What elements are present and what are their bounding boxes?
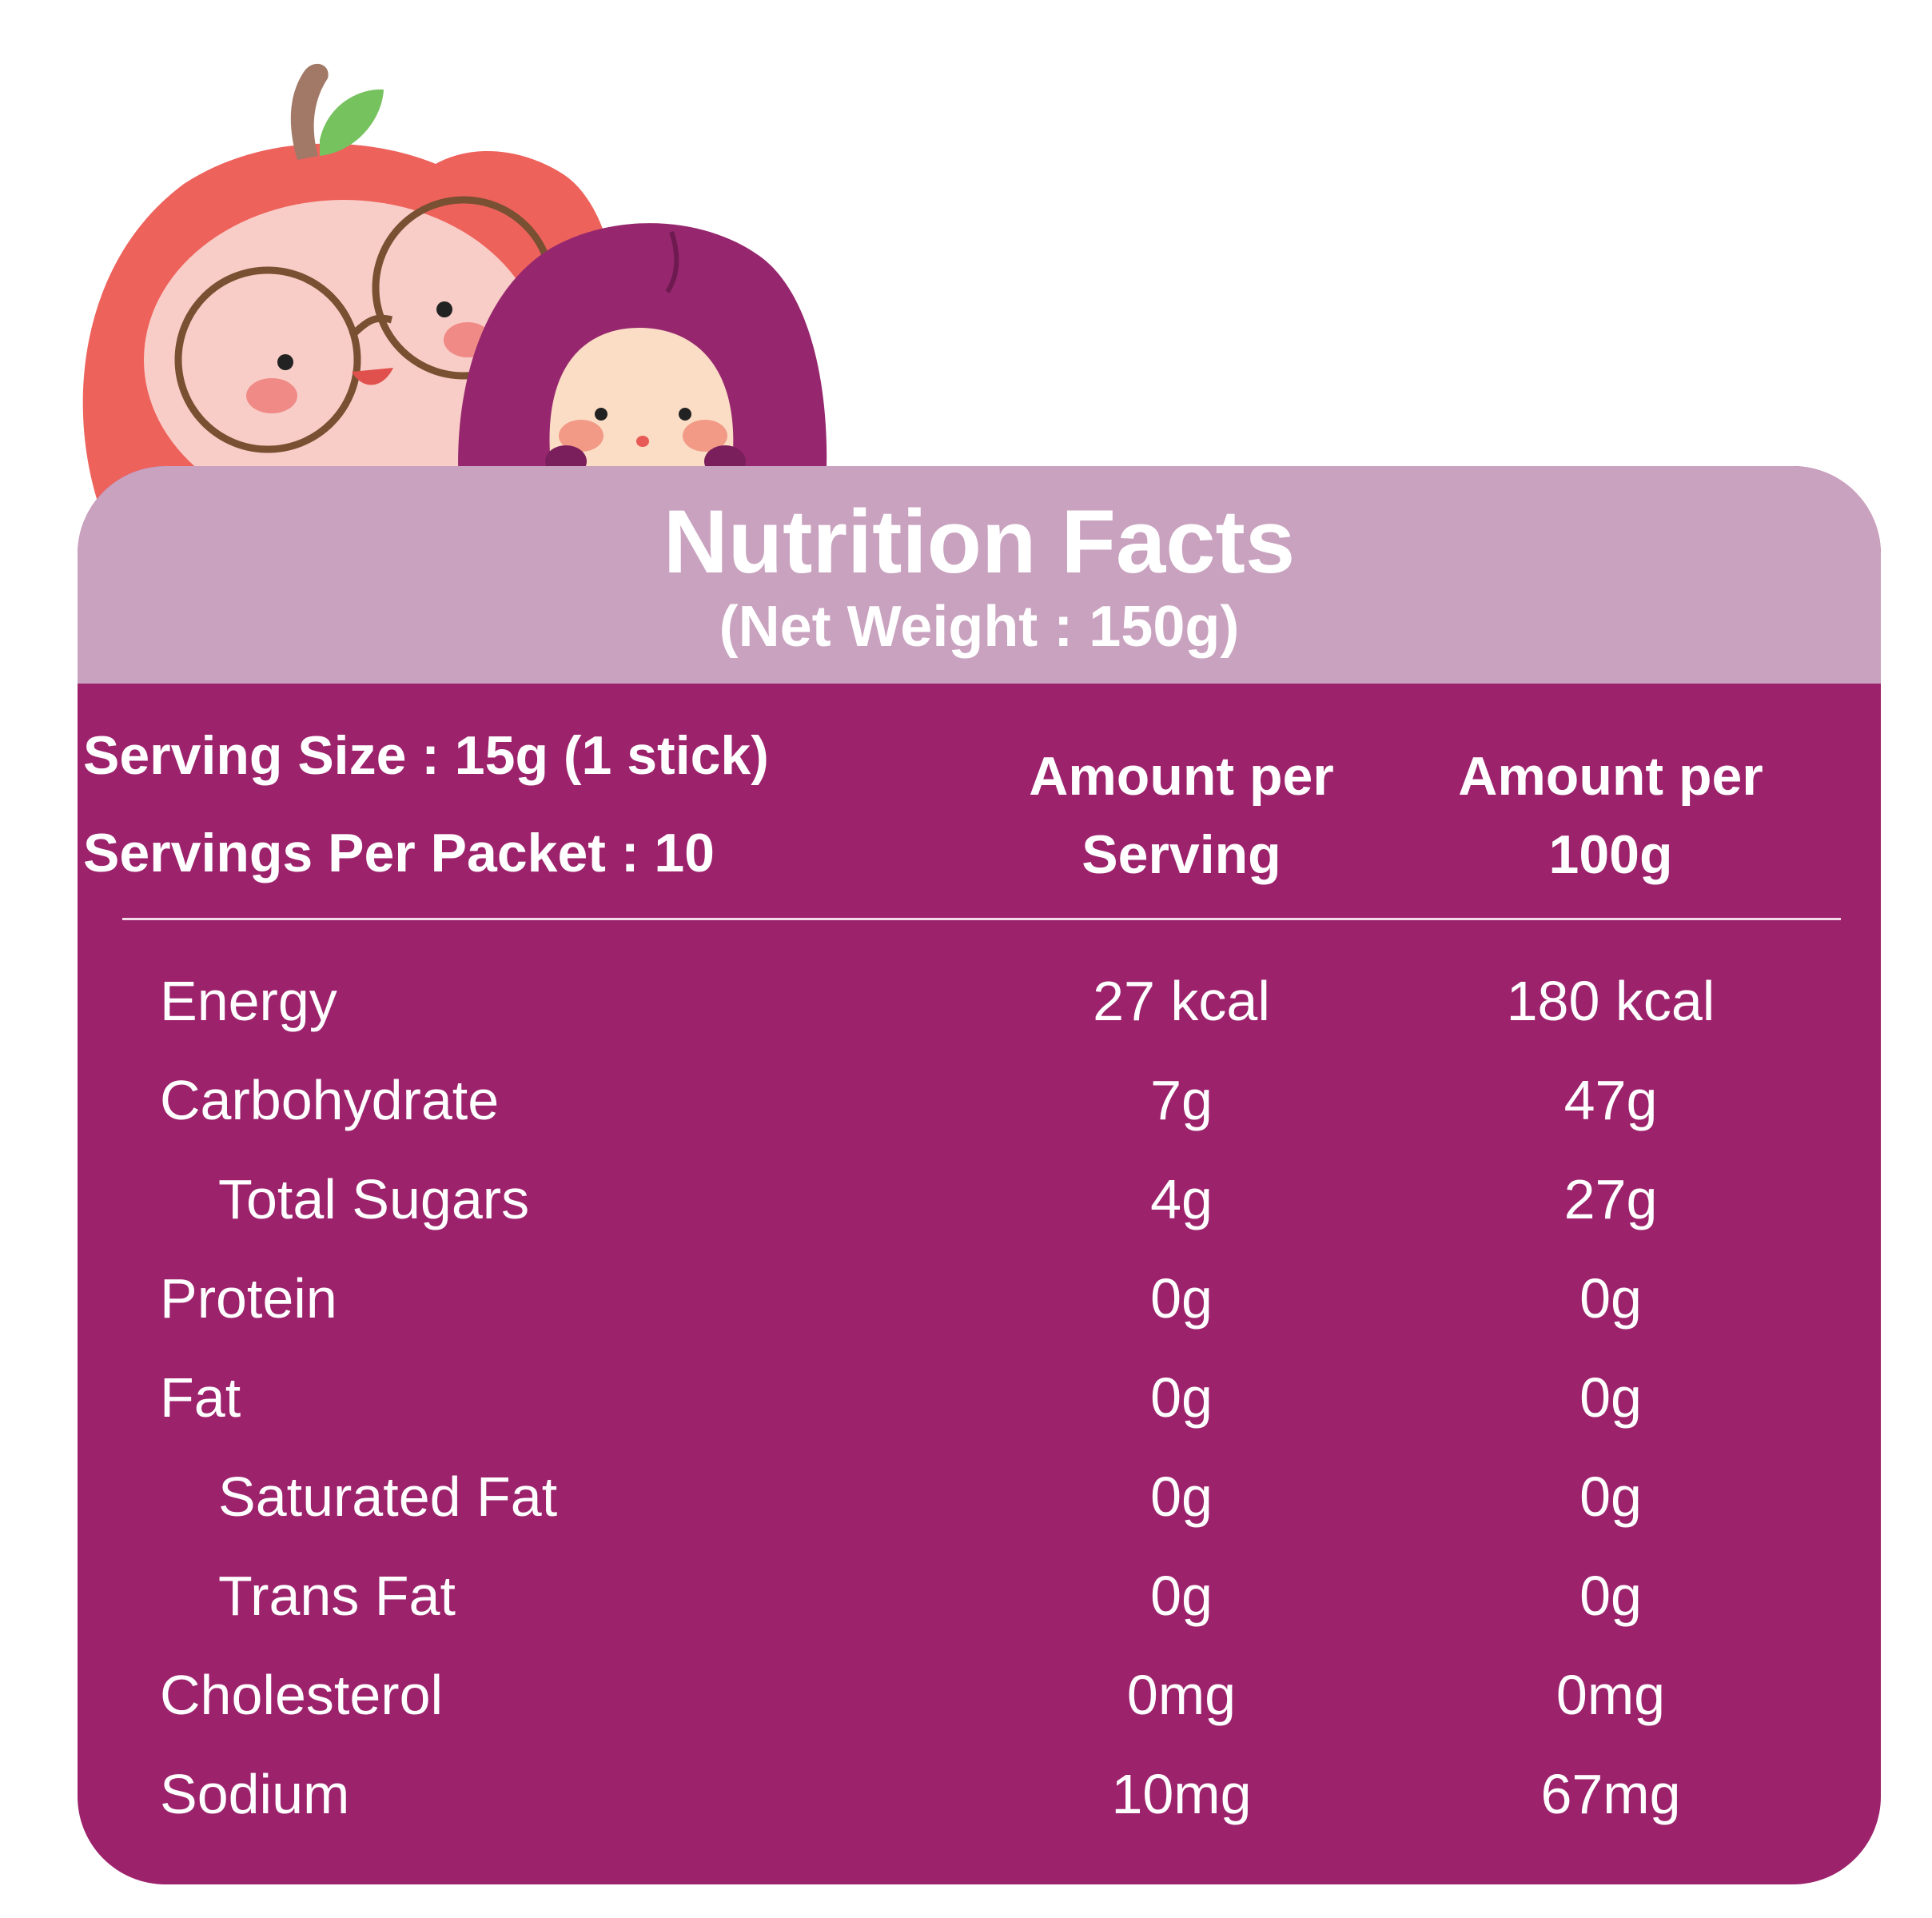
per-100g-value: 67mg xyxy=(1540,1763,1681,1825)
table-row: Fat 0g 0g xyxy=(0,1348,1932,1447)
nutrient-name: Total Sugars xyxy=(218,1168,530,1230)
table-row: Total Sugars 4g 27g xyxy=(0,1150,1932,1249)
header-divider xyxy=(122,918,1841,920)
servings-per-packet: Servings Per Packet : 10 xyxy=(83,823,715,883)
per-100g-value: 47g xyxy=(1564,1069,1658,1131)
table-row: Trans Fat 0g 0g xyxy=(0,1546,1932,1645)
plum-mascot-icon xyxy=(458,223,827,520)
per-serving-value: 4g xyxy=(1150,1168,1213,1230)
nutrient-name: Fat xyxy=(160,1366,241,1429)
column-header-line: 100g xyxy=(1548,824,1673,885)
nutrient-name: Energy xyxy=(160,970,337,1032)
serving-size: Serving Size : 15g (1 stick) xyxy=(83,725,769,786)
per-100g-value: 0mg xyxy=(1556,1664,1666,1726)
nutrient-name: Carbohydrate xyxy=(160,1069,500,1131)
per-serving-value: 0g xyxy=(1150,1267,1213,1330)
nutrient-name: Cholesterol xyxy=(160,1664,444,1726)
per-100g-value: 0g xyxy=(1579,1267,1642,1330)
nutrient-name: Protein xyxy=(160,1267,337,1330)
net-weight: (Net Weight : 150g) xyxy=(719,595,1240,659)
per-100g-value: 0g xyxy=(1579,1465,1642,1528)
nutrient-name: Trans Fat xyxy=(218,1565,456,1627)
per-serving-value: 0g xyxy=(1150,1565,1213,1627)
table-row: Sodium 10mg 67mg xyxy=(0,1745,1932,1844)
nutrient-name: Saturated Fat xyxy=(218,1465,558,1528)
column-header-per-100g: Amount per 100g xyxy=(1395,737,1826,894)
column-header-line: Amount per xyxy=(1029,746,1334,807)
column-header-line: Serving xyxy=(1082,824,1281,885)
nutrient-table: Energy 27 kcal 180 kcal Carbohydrate 7g … xyxy=(0,951,1932,1844)
nutrient-name: Sodium xyxy=(160,1763,350,1825)
per-serving-value: 27 kcal xyxy=(1093,970,1270,1032)
page-title: Nutrition Facts xyxy=(663,492,1296,592)
per-100g-value: 0g xyxy=(1579,1565,1642,1627)
per-100g-value: 27g xyxy=(1564,1168,1658,1230)
per-serving-value: 0mg xyxy=(1126,1664,1237,1726)
table-row: Cholesterol 0mg 0mg xyxy=(0,1645,1932,1745)
per-serving-value: 7g xyxy=(1150,1069,1213,1131)
table-row: Protein 0g 0g xyxy=(0,1249,1932,1348)
table-row: Carbohydrate 7g 47g xyxy=(0,1051,1932,1150)
per-serving-value: 0g xyxy=(1150,1465,1213,1528)
column-header-line: Amount per xyxy=(1458,746,1763,807)
card-header: Nutrition Facts (Net Weight : 150g) xyxy=(78,466,1881,684)
nutrition-card: Nutrition Facts (Net Weight : 150g) xyxy=(78,466,1881,1884)
per-100g-value: 180 kcal xyxy=(1506,970,1715,1032)
table-row: Saturated Fat 0g 0g xyxy=(0,1447,1932,1546)
per-serving-value: 10mg xyxy=(1111,1763,1252,1825)
apple-mascot-icon xyxy=(82,63,622,520)
mascot-illustration xyxy=(82,63,827,520)
table-row: Energy 27 kcal 180 kcal xyxy=(0,951,1932,1051)
column-header-per-serving: Amount per Serving xyxy=(966,737,1397,894)
per-100g-value: 0g xyxy=(1579,1366,1642,1429)
per-serving-value: 0g xyxy=(1150,1366,1213,1429)
